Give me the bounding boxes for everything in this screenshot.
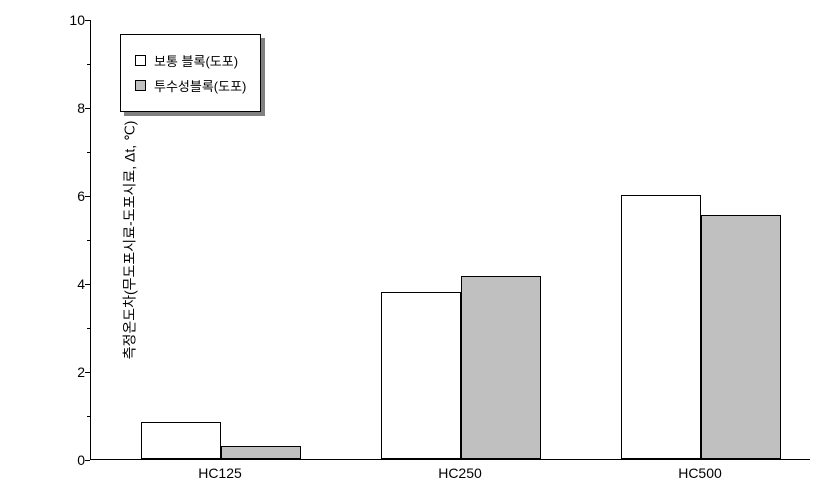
y-tick-label: 8 <box>60 100 85 116</box>
bar-HC125-series0 <box>141 422 221 459</box>
x-tick-label: HC250 <box>438 465 482 481</box>
y-tick-label: 2 <box>60 364 85 380</box>
y-tick-label: 4 <box>60 276 85 292</box>
legend-item-1: 투수성블록(도포) <box>135 76 246 95</box>
y-tick-label: 6 <box>60 188 85 204</box>
legend-label-1: 투수성블록(도포) <box>154 76 246 95</box>
y-tick-label: 10 <box>60 12 85 28</box>
legend-item-0: 보통 블록(도포) <box>135 51 246 70</box>
x-tick-label: HC500 <box>678 465 722 481</box>
bar-HC500-series1 <box>701 215 781 459</box>
chart-container: 측정온도차(무도포시료-도포시료, Δt, ℃) 0246810 HC125HC… <box>0 0 836 501</box>
bar-HC250-series1 <box>461 276 541 459</box>
legend-swatch-white <box>135 55 146 66</box>
y-tick-label: 0 <box>60 452 85 468</box>
y-tick-major <box>85 460 90 461</box>
bar-HC500-series0 <box>621 195 701 459</box>
x-tick-label: HC125 <box>198 465 242 481</box>
bar-HC125-series1 <box>221 446 301 459</box>
legend-label-0: 보통 블록(도포) <box>154 51 238 70</box>
legend: 보통 블록(도포) 투수성블록(도포) <box>120 34 261 112</box>
legend-swatch-gray <box>135 80 146 91</box>
bar-HC250-series0 <box>381 292 461 459</box>
